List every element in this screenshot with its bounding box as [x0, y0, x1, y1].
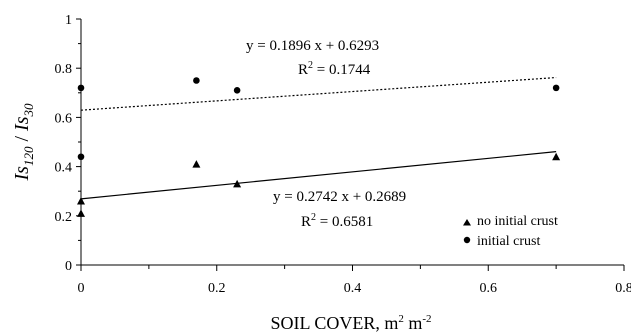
- y-tick-label: 1: [65, 13, 72, 28]
- r2-initial-crust-label: R: [298, 62, 308, 78]
- point-no-initial-crust: [77, 197, 85, 205]
- y-axis-title-b-sub: 30: [21, 103, 36, 118]
- y-axis-title: Is120 / Is30: [11, 103, 36, 181]
- r2-no-initial-crust-value: = 0.6581: [316, 214, 373, 230]
- point-initial-crust: [77, 153, 85, 161]
- trendline-no-initial-crust: [80, 151, 557, 200]
- trendlines: [80, 76, 557, 200]
- legend-label-no-initial-crust: no initial crust: [477, 214, 558, 229]
- x-tick-label: 0.8: [615, 281, 631, 296]
- r2-initial-crust: R2 = 0.1744: [298, 60, 371, 78]
- y-tick-label: 0.4: [55, 161, 73, 176]
- point-no-initial-crust: [233, 179, 242, 188]
- x-tick-label: 0: [78, 281, 85, 296]
- legend: no initial crust initial crust: [463, 214, 558, 249]
- equation-no-initial-crust: y = 0.2742 x + 0.2689: [273, 189, 406, 205]
- point-initial-crust: [552, 84, 560, 92]
- point-initial-crust: [233, 87, 241, 94]
- x-axis-title-exp2: -2: [422, 313, 431, 325]
- r2-initial-crust-exp: 2: [308, 60, 313, 71]
- x-axis-title-mid: m: [404, 313, 423, 333]
- y-axis-title-b: Is: [11, 116, 33, 132]
- trendline-initial-crust: [80, 76, 557, 111]
- y-axis-title-sep: /: [11, 131, 33, 147]
- r2-no-initial-crust: R2 = 0.6581: [301, 212, 373, 230]
- y-axis-title-a: Is: [11, 166, 33, 182]
- point-no-initial-crust: [192, 160, 201, 168]
- point-initial-crust: [193, 77, 200, 84]
- x-axis-title-exp1: 2: [398, 313, 404, 325]
- y-axis-title-a-sub: 120: [21, 146, 36, 166]
- x-tick-label: 0.2: [208, 281, 226, 296]
- tick-labels: 0 0.2 0.4 0.6 0.8 1 0 0.2 0.4 0.6 0.8: [55, 13, 631, 296]
- r2-initial-crust-value: = 0.1744: [313, 62, 371, 78]
- x-axis-title-base: SOIL COVER, m: [270, 313, 398, 333]
- x-tick-label: 0.4: [344, 281, 362, 296]
- r2-no-initial-crust-exp: 2: [311, 212, 316, 223]
- x-tick-label: 0.6: [480, 281, 498, 296]
- legend-marker-circle: [463, 236, 471, 244]
- equation-initial-crust: y = 0.1896 x + 0.6293: [246, 38, 379, 54]
- y-tick-label: 0: [65, 259, 72, 274]
- y-tick-label: 0.2: [55, 210, 73, 225]
- point-no-initial-crust: [552, 152, 561, 161]
- r2-no-initial-crust-label: R: [301, 214, 311, 230]
- point-no-initial-crust: [77, 209, 85, 217]
- ticks: [76, 18, 625, 271]
- y-tick-label: 0.6: [55, 111, 73, 126]
- legend-label-initial-crust: initial crust: [477, 234, 540, 249]
- x-axis-title: SOIL COVER, m2 m-2: [270, 313, 431, 333]
- data-points: [77, 77, 561, 217]
- y-tick-label: 0.8: [55, 62, 73, 77]
- legend-marker-triangle: [463, 219, 471, 226]
- point-initial-crust: [77, 84, 85, 92]
